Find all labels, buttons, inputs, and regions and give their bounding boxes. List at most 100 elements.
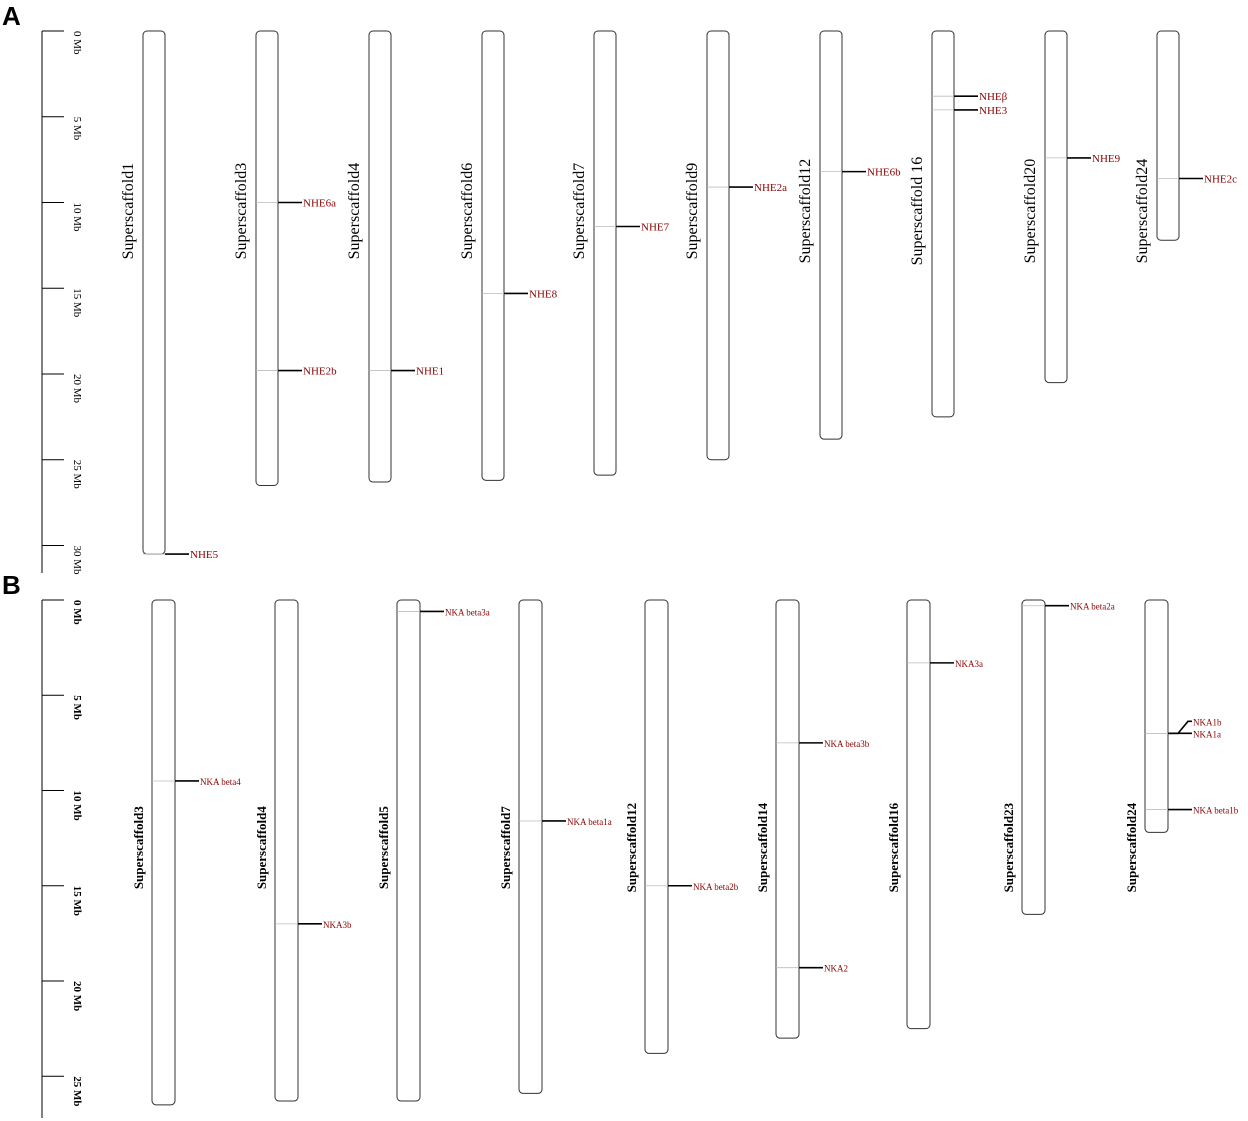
panel-b-chromosome-superscaffold12: Superscaffold12 NKA beta2b [624, 599, 739, 1054]
panel-a-ruler-tick-label: 5 Mb [71, 117, 83, 141]
chromosome-bar [481, 30, 505, 481]
panel-a-chromosome-superscaffold9: Superscaffold9 NHE2a [684, 30, 787, 461]
chromosome-bar [1021, 599, 1046, 915]
gene-label-nhe: NHEβ [979, 91, 1008, 103]
chromosome-label: Superscaffold5 [376, 806, 391, 890]
chromosome-label: Superscaffold3 [233, 163, 250, 260]
panel-a-chromosome-superscaffold7: Superscaffold7 NHE7 [571, 30, 670, 476]
panel-a-chromosome-superscaffold6: Superscaffold6 NHE8 [459, 30, 558, 481]
gene-label-nhe6a: NHE6a [303, 198, 336, 210]
panel-a-chromosome-superscaffold24: Superscaffold24 NHE2c [1134, 30, 1237, 264]
chromosome-bar [706, 30, 730, 461]
chromosome-bar [142, 30, 166, 555]
chromosome-bar [1044, 30, 1068, 384]
chromosome-bar [644, 599, 669, 1054]
chromosome-label: Superscaffold23 [1001, 802, 1016, 892]
gene-label-nka-beta1b: NKA beta1b [1193, 806, 1239, 816]
gene-label-nhe2b: NHE2b [303, 366, 337, 378]
panel-b-letter: B [2, 570, 21, 600]
gene-label-nhe7: NHE7 [641, 222, 670, 234]
chromosome-label: Superscaffold7 [571, 163, 588, 260]
chromosome-bar [1144, 599, 1169, 833]
panel-b-chromosome-superscaffold16: Superscaffold16 NKA3a [886, 599, 983, 1030]
panel-b-chromosome-superscaffold5: Superscaffold5 NKA beta3a [376, 599, 490, 1102]
gene-label-nhe2a: NHE2a [754, 182, 787, 194]
panel-a-map: 0 Mb 5 Mb 10 Mb 15 Mb 20 Mb 25 Mb 30 Mb Supersc… [41, 30, 1237, 576]
gene-label-nka-beta3a: NKA beta3a [445, 607, 490, 617]
gene-label-nka-beta1a: NKA beta1a [567, 817, 612, 827]
chromosome-label: Superscaffold3 [131, 806, 146, 890]
panel-b-ruler-tick-label: 5 Mb [71, 695, 83, 720]
chromosome-bar [274, 599, 299, 1102]
panel-b-ruler-tick-label: 0 Mb [71, 600, 83, 625]
gene-label-nka3a: NKA3a [955, 659, 983, 669]
panel-a-chromosome-superscaffold1: Superscaffold1 NHE5 [120, 30, 219, 561]
gene-connector-line [1168, 720, 1192, 735]
gene-label-nka3b: NKA3b [323, 920, 352, 930]
chromosome-bar [593, 30, 617, 476]
chromosome-label: Superscaffold14 [755, 802, 770, 892]
gene-label-nhe6b: NHE6b [867, 167, 901, 179]
panel-a-ruler-tick-label: 25 Mb [71, 460, 83, 490]
panel-b-chromosome-superscaffold23: Superscaffold23 NKA beta2a [1001, 599, 1115, 915]
chromosome-label: Superscaffold9 [684, 163, 701, 260]
chromosome-label: Superscaffold7 [498, 806, 513, 890]
chromosome-bar [775, 599, 800, 1039]
gene-label-nhe9: NHE9 [1092, 153, 1121, 165]
gene-label-nhe5: NHE5 [190, 549, 219, 561]
gene-label-nka1b: NKA1b [1193, 717, 1222, 727]
panel-a-ruler-tick-label: 10 Mb [71, 203, 83, 233]
chromosome-bar [255, 30, 279, 486]
chromosome-bar [1156, 30, 1180, 241]
panel-b-chromosome-superscaffold4: Superscaffold4 NKA3b [254, 599, 352, 1102]
chromosome-label: Superscaffold20 [1022, 159, 1039, 264]
panel-b-chromosome-superscaffold7: Superscaffold7 NKA beta1a [498, 599, 612, 1094]
chromosome-bar [396, 599, 421, 1102]
gene-label-nka1a: NKA1a [1193, 729, 1221, 739]
panel-a-ruler-tick-label: 20 Mb [71, 374, 83, 404]
panel-a-chromosome-superscaffold-16: Superscaffold 16 NHEβ NHE3 [909, 30, 1008, 418]
panel-a-ruler-tick-label: 15 Mb [71, 288, 83, 318]
panel-a-letter: A [2, 1, 21, 31]
chromosome-label: Superscaffold12 [624, 803, 639, 893]
panel-b-chromosome-superscaffold3: Superscaffold3 NKA beta4 [131, 599, 241, 1106]
gene-label-nka-beta2b: NKA beta2b [693, 882, 739, 892]
panel-b-chromosome-superscaffold24: Superscaffold24 NKA1b NKA1a NKA beta1b [1124, 599, 1239, 892]
panel-b-ruler-tick-label: 20 Mb [71, 981, 83, 1011]
gene-label-nka-beta2a: NKA beta2a [1070, 602, 1115, 612]
gene-label-nhe8: NHE8 [529, 288, 558, 300]
panel-b-ruler-tick-label: 25 Mb [71, 1076, 83, 1106]
panel-b-ruler-tick-label: 15 Mb [71, 886, 83, 916]
panel-a-ruler-tick-label: 0 Mb [71, 31, 83, 55]
chromosome-label: Superscaffold16 [886, 802, 901, 892]
chromosome-label: Superscaffold 16 [909, 157, 926, 266]
panel-a-chromosome-superscaffold4: Superscaffold4 NHE1 [346, 30, 444, 483]
panel-a-chromosome-superscaffold12: Superscaffold12 NHE6b [797, 30, 901, 440]
chromosome-label: Superscaffold1 [120, 163, 137, 260]
chromosome-label: Superscaffold4 [254, 806, 269, 890]
chromosome-bar [151, 599, 176, 1106]
gene-label-nka-beta3b: NKA beta3b [824, 739, 870, 749]
chromosome-bar [518, 599, 543, 1094]
gene-label-nhe2c: NHE2c [1204, 173, 1237, 185]
gene-label-nhe1: NHE1 [416, 366, 444, 378]
chromosome-label: Superscaffold4 [346, 163, 363, 260]
chromosome-bar [906, 599, 931, 1030]
chromosome-label: Superscaffold24 [1134, 159, 1151, 264]
chromosome-label: Superscaffold6 [459, 163, 476, 260]
chromosome-label: Superscaffold12 [797, 159, 814, 264]
chromosome-label: Superscaffold24 [1124, 802, 1139, 892]
gene-label-nhe3: NHE3 [979, 105, 1008, 117]
panel-a-chromosome-superscaffold3: Superscaffold3 NHE6a NHE2b [233, 30, 337, 486]
panel-b-ruler-tick-label: 10 Mb [71, 791, 83, 821]
panel-a-chromosome-superscaffold20: Superscaffold20 NHE9 [1022, 30, 1121, 384]
chromosome-bar [931, 30, 955, 418]
chromosome-bar [368, 30, 392, 483]
chromosome-bar [819, 30, 843, 440]
panel-b-map: 0 Mb 5 Mb 10 Mb 15 Mb 20 Mb 25 Mb Superscaffol… [41, 599, 1239, 1118]
gene-label-nka2: NKA2 [824, 964, 848, 974]
panel-a-ruler-tick-label: 30 Mb [71, 546, 83, 576]
panel-b-chromosome-superscaffold14: Superscaffold14 NKA beta3b NKA2 [755, 599, 870, 1039]
gene-label-nka-beta4: NKA beta4 [200, 777, 241, 787]
